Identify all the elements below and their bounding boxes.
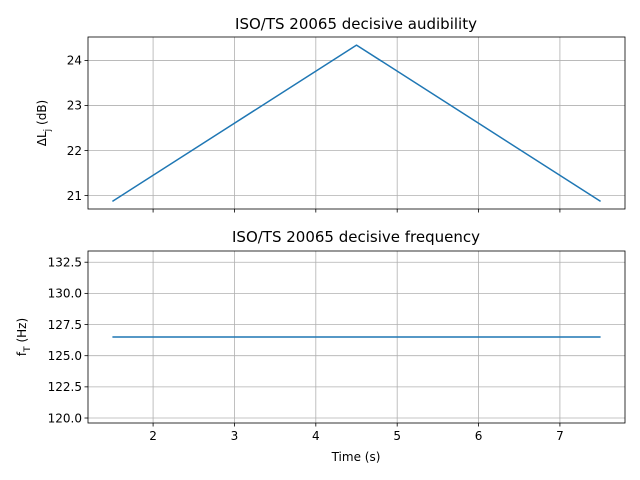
frequency-x-tick-label: 2 [149,429,157,443]
frequency-x-tick-label: 3 [231,429,239,443]
audibility-y-tick-label: 23 [67,99,82,113]
frequency-y-tick-label: 130.0 [48,287,82,301]
frequency-axes-frame [87,250,626,424]
frequency-gridlines [88,251,625,423]
audibility-y-tick-label: 22 [67,144,82,158]
audibility-gridlines [88,37,625,209]
audibility-series-line [112,44,601,202]
frequency-x-tick-label: 5 [393,429,401,443]
audibility-subplot: ISO/TS 20065 decisive audibility 2122232… [35,15,626,213]
frequency-ticks: 2 3 4 5 6 7 120.0 122.5 125.0 127.5 130.0 132.5 [48,256,564,443]
audibility-ticks: 21 22 23 24 [67,54,561,213]
frequency-y-tick-label: 132.5 [48,256,82,270]
audibility-data-lines [112,44,601,202]
frequency-y-axis-label: fT (Hz) [15,318,33,356]
audibility-y-axis-label: ΔLj (dB) [35,100,53,146]
frequency-x-tick-label: 6 [475,429,483,443]
frequency-subplot: ISO/TS 20065 decisive frequency 2 3 4 5 6 7 12… [15,228,626,464]
frequency-x-tick-label: 7 [556,429,564,443]
frequency-y-tick-label: 122.5 [48,380,82,394]
audibility-title: ISO/TS 20065 decisive audibility [235,15,477,33]
frequency-y-tick-label: 120.0 [48,411,82,425]
audibility-axes-frame [87,36,626,210]
audibility-y-tick-label: 24 [67,54,82,68]
audibility-y-tick-label: 21 [67,189,82,203]
frequency-title: ISO/TS 20065 decisive frequency [232,228,480,246]
frequency-y-tick-label: 125.0 [48,349,82,363]
frequency-x-tick-label: 4 [312,429,320,443]
frequency-y-tick-label: 127.5 [48,318,82,332]
frequency-x-axis-label: Time (s) [331,450,381,464]
